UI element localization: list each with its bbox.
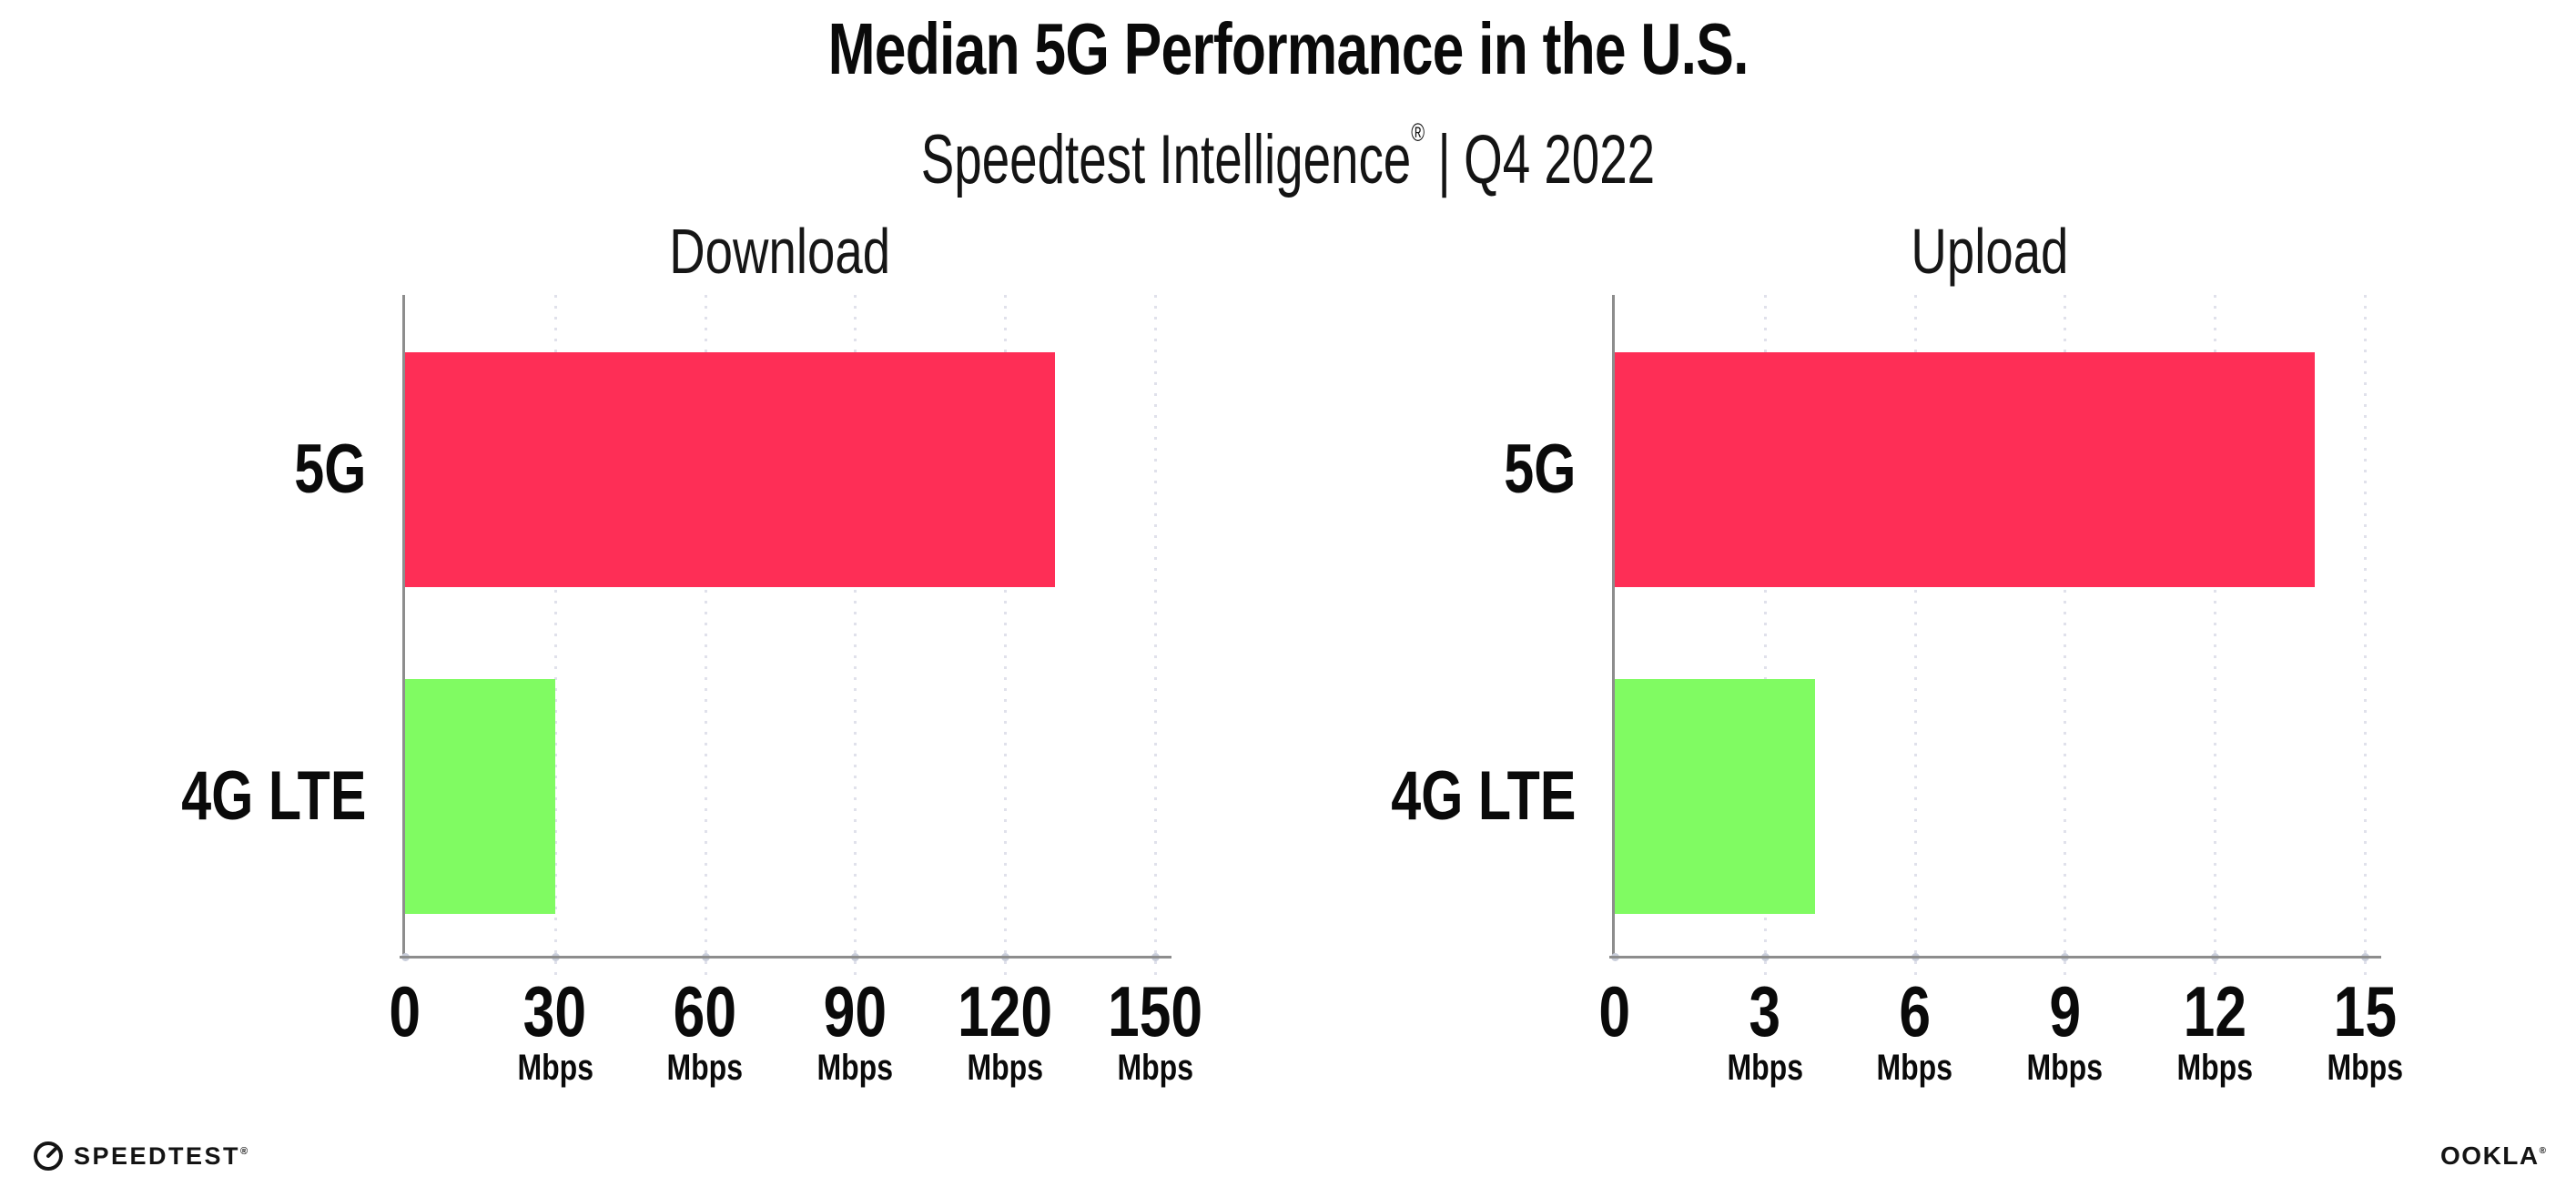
x-tick-value-90: 90 — [823, 971, 887, 1051]
x-tick-value-15: 15 — [2333, 971, 2397, 1051]
x-tick-value-120: 120 — [958, 971, 1053, 1051]
x-tick-label-150: 150 — [1046, 971, 1264, 1051]
category-label-text-4g-lte: 4G LTE — [180, 757, 366, 835]
x-tick-unit-text-90: Mbps — [816, 1048, 894, 1088]
page-subtitle-text: Speedtest Intelligence® | Q4 2022 — [921, 89, 1655, 204]
bar-4g-lte — [1615, 679, 1815, 914]
x-tick-unit-text-60: Mbps — [666, 1048, 744, 1088]
subtitle-separator: | — [1437, 121, 1451, 198]
ookla-wordmark-text: OOKLA — [2440, 1141, 2540, 1170]
gridline-6 — [1913, 295, 1917, 981]
x-tick-value-3: 3 — [1749, 971, 1781, 1051]
x-tick-label-12: 12 — [2105, 971, 2324, 1051]
x-tick-unit-text-120: Mbps — [967, 1048, 1043, 1088]
x-tick-label-0: 0 — [1506, 971, 1724, 1051]
x-tick-unit-text-30: Mbps — [517, 1048, 593, 1088]
x-tick-unit-9: Mbps — [1955, 1049, 2174, 1087]
x-tick-unit-90: Mbps — [745, 1049, 964, 1087]
x-tick-value-6: 6 — [1899, 971, 1931, 1051]
registered-trademark-icon: ® — [1411, 118, 1425, 147]
x-tick-value-0: 0 — [1598, 971, 1631, 1051]
x-tick-unit-60: Mbps — [596, 1049, 815, 1087]
category-label-text-5g: 5G — [1503, 431, 1576, 508]
x-tick-label-6: 6 — [1806, 971, 2024, 1051]
bar-5g — [1615, 352, 2315, 587]
x-tick-value-12: 12 — [2183, 971, 2246, 1051]
gridline-9 — [2064, 295, 2067, 981]
speedtest-wordmark: SPEEDTEST® — [74, 1142, 248, 1171]
category-label-5g: 5G — [1184, 429, 1576, 511]
x-tick-value-0: 0 — [389, 971, 421, 1051]
x-tick-label-15: 15 — [2256, 971, 2474, 1051]
gridline-60 — [704, 295, 707, 981]
speedtest-logo: SPEEDTEST® — [33, 1138, 248, 1174]
gridline-12 — [2214, 295, 2217, 981]
x-tick-label-60: 60 — [596, 971, 815, 1051]
subtitle-brand: Speedtest Intelligence — [920, 121, 1412, 198]
category-label-4g-lte: 4G LTE — [0, 756, 366, 837]
x-tick-label-9: 9 — [1955, 971, 2174, 1051]
gridline-15 — [2364, 295, 2367, 981]
plot-area-download — [402, 295, 1168, 959]
x-tick-unit-120: Mbps — [896, 1049, 1114, 1087]
subtitle-period: Q4 2022 — [1464, 121, 1656, 198]
x-tick-unit-text-15: Mbps — [2327, 1048, 2403, 1088]
gridline-3 — [1763, 295, 1767, 981]
x-tick-unit-6: Mbps — [1806, 1049, 2024, 1087]
category-label-4g-lte: 4G LTE — [1184, 756, 1576, 837]
panel-title-text-download: Download — [669, 216, 891, 287]
speedtest-wordmark-text: SPEEDTEST — [74, 1141, 241, 1170]
x-tick-unit-text-150: Mbps — [1117, 1048, 1193, 1088]
ookla-registered-icon: ® — [2539, 1146, 2546, 1156]
x-tick-unit-15: Mbps — [2256, 1049, 2474, 1087]
x-tick-unit-text-3: Mbps — [1727, 1048, 1803, 1088]
x-tick-value-60: 60 — [673, 971, 737, 1051]
x-tick-unit-3: Mbps — [1656, 1049, 1874, 1087]
ookla-logo: OOKLA® — [2440, 1141, 2546, 1171]
gridline-150 — [1154, 295, 1157, 981]
gridline-90 — [854, 295, 857, 981]
x-tick-label-90: 90 — [745, 971, 964, 1051]
category-label-5g: 5G — [0, 429, 366, 511]
speedtest-gauge-icon — [34, 1141, 63, 1171]
page-title-text: Median 5G Performance in the U.S. — [827, 8, 1749, 89]
plot-area-upload — [1612, 295, 2378, 959]
x-tick-unit-12: Mbps — [2105, 1049, 2324, 1087]
panel-title-text-upload: Upload — [1911, 216, 2069, 287]
x-tick-label-120: 120 — [896, 971, 1114, 1051]
bar-4g-lte — [405, 679, 555, 914]
x-tick-label-0: 0 — [296, 971, 514, 1051]
x-tick-unit-text-12: Mbps — [2176, 1048, 2253, 1088]
x-tick-label-30: 30 — [446, 971, 664, 1051]
x-tick-unit-text-9: Mbps — [2026, 1048, 2104, 1088]
x-axis-line-upload — [1609, 956, 2381, 959]
x-tick-unit-30: Mbps — [446, 1049, 664, 1087]
panel-title-upload: Upload — [1615, 217, 2365, 286]
category-label-text-4g-lte: 4G LTE — [1390, 757, 1576, 835]
bar-5g — [405, 352, 1055, 587]
page-subtitle: Speedtest Intelligence® | Q4 2022 — [0, 89, 2576, 204]
x-tick-value-9: 9 — [2049, 971, 2081, 1051]
x-tick-unit-150: Mbps — [1046, 1049, 1264, 1087]
x-tick-value-30: 30 — [523, 971, 587, 1051]
gridline-30 — [553, 295, 557, 981]
x-tick-unit-text-6: Mbps — [1876, 1048, 1953, 1088]
speedtest-registered-icon: ® — [240, 1145, 248, 1157]
panel-title-download: Download — [405, 217, 1155, 286]
x-axis-line-download — [400, 956, 1171, 959]
x-tick-label-3: 3 — [1656, 971, 1874, 1051]
page-title: Median 5G Performance in the U.S. — [0, 7, 2576, 91]
category-label-text-5g: 5G — [293, 431, 366, 508]
x-tick-value-150: 150 — [1107, 971, 1203, 1051]
gridline-120 — [1004, 295, 1008, 981]
